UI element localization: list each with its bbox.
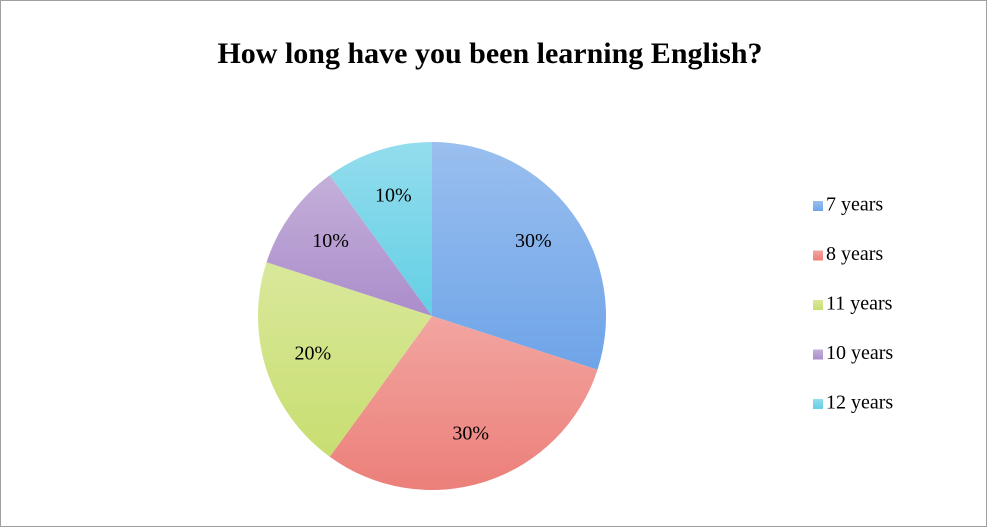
data-label: 30% (452, 423, 489, 445)
legend-label: 10 years (826, 342, 893, 364)
legend-swatch (813, 201, 823, 211)
legend-swatch (813, 399, 823, 409)
pie-slice (258, 262, 432, 457)
legend-swatch (813, 250, 823, 261)
chart-title: How long have you been learning English? (217, 37, 762, 70)
pie-slice (266, 175, 432, 316)
legend-label: 12 years (826, 392, 893, 414)
pie-slice (329, 316, 598, 490)
legend-label: 11 years (826, 293, 893, 315)
legend-swatch (813, 349, 823, 360)
legend-swatch (813, 300, 823, 310)
pie-slice (329, 142, 432, 316)
legend-label: 7 years (826, 194, 883, 216)
pie-slice (432, 142, 606, 370)
legend-label: 8 years (826, 243, 883, 265)
data-label: 10% (312, 230, 349, 252)
data-label: 20% (295, 342, 332, 364)
data-label: 10% (375, 184, 412, 206)
data-label: 30% (515, 230, 552, 252)
